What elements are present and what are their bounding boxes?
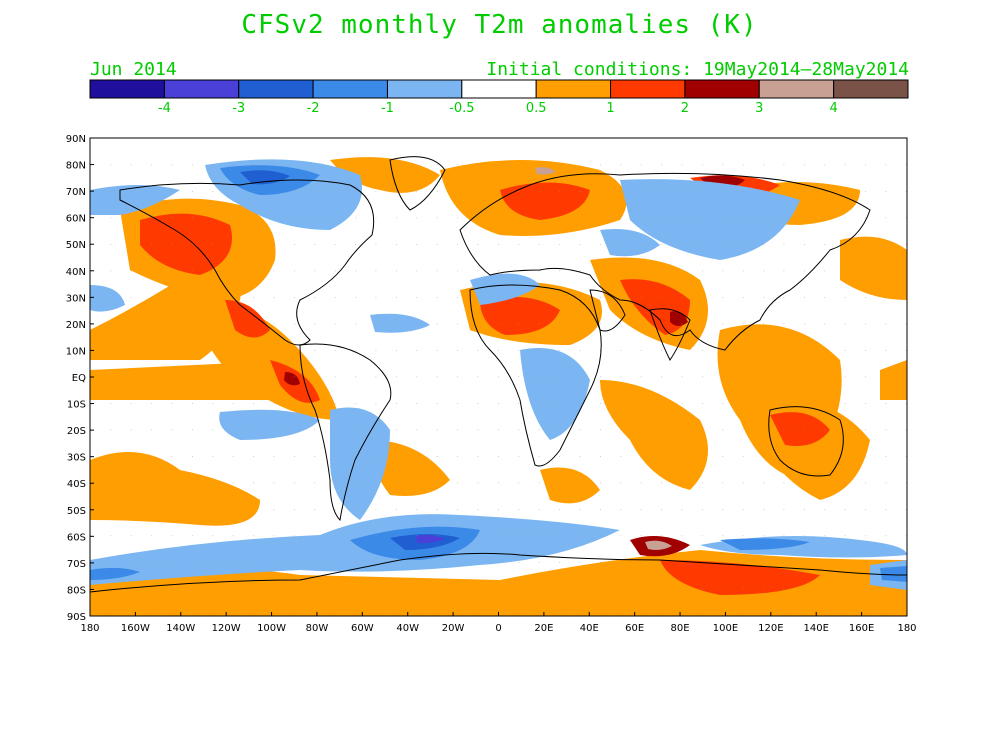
longitude-label: 120W [212, 623, 241, 634]
colorbar-tick-label: 2 [681, 101, 689, 116]
latitude-label: 70N [66, 187, 86, 198]
latitude-label: 10N [66, 346, 86, 357]
longitude-label: 180 [897, 623, 916, 634]
latitude-labels: 90N 80N 70N 60N 50N 40N 30N 20N 10N EQ 10S 20S 30S 40… [66, 134, 94, 623]
longitude-label: 140W [166, 623, 195, 634]
colorbar-swatch [461, 79, 537, 99]
grid-dots [90, 138, 907, 616]
latitude-label: 30N [66, 293, 86, 304]
valid-month: Jun 2014 [90, 59, 177, 80]
longitude-label: 60E [625, 623, 644, 634]
latitude-label: 50N [66, 240, 86, 251]
latitude-label: 60S [67, 532, 86, 543]
longitude-label: 120E [758, 623, 783, 634]
colorbar: -4 -3 -2 -1 -0.5 0.5 1 2 3 4 [89, 79, 909, 116]
colorbar-swatch [535, 79, 612, 99]
latitude-label: 10S [67, 400, 86, 411]
latitude-label: 80S [67, 585, 86, 596]
longitude-label: 80E [671, 623, 690, 634]
longitude-label: 160E [849, 623, 874, 634]
latitude-label: 20S [67, 426, 86, 437]
colorbar-tick-label: -2 [307, 101, 320, 116]
coastlines [90, 156, 907, 593]
colorbar-swatch [684, 79, 760, 99]
colorbar-tick-label: -1 [381, 101, 394, 116]
longitude-labels: 180 160W 140W 120W 100W 80W 60W 40W 20W 0 20E 40E 60… [80, 612, 917, 634]
longitude-label: 140E [804, 623, 829, 634]
colorbar-tick-label: 3 [755, 101, 763, 116]
colorbar-swatch [163, 79, 240, 99]
latitude-label: 70S [67, 559, 86, 570]
longitude-label: 100E [713, 623, 738, 634]
latitude-label: 40N [66, 267, 86, 278]
map-plot: 90N 80N 70N 60N 50N 40N 30N 20N 10N EQ 10S 20S 30S 40… [66, 134, 917, 634]
longitude-label: 20W [442, 623, 465, 634]
longitude-label: 40W [396, 623, 419, 634]
colorbar-tick-label: 1 [606, 101, 614, 116]
latitude-label: 30S [67, 453, 86, 464]
latitude-label: 50S [67, 506, 86, 517]
colorbar-swatch [312, 79, 388, 99]
longitude-label: 40E [580, 623, 599, 634]
longitude-label: 60W [351, 623, 374, 634]
longitude-label: 180 [80, 623, 99, 634]
colorbar-swatch [89, 79, 165, 99]
colorbar-swatch [386, 79, 463, 99]
longitude-label: 100W [257, 623, 286, 634]
longitude-label: 80W [306, 623, 329, 634]
colorbar-tick-label: 0.5 [526, 101, 547, 116]
colorbar-tick-label: -3 [232, 101, 245, 116]
initial-conditions: Initial conditions: 19May2014–28May2014 [486, 59, 909, 80]
longitude-label: 160W [121, 623, 150, 634]
colorbar-swatch [758, 79, 835, 99]
latitude-label: EQ [72, 373, 86, 384]
latitude-label: 40S [67, 479, 86, 490]
map-title: CFSv2 monthly T2m anomalies (K) [241, 10, 758, 40]
latitude-label: 60N [66, 214, 86, 225]
latitude-label: 90N [66, 134, 86, 145]
colorbar-tick-label: 4 [829, 101, 837, 116]
colorbar-swatch [238, 79, 314, 99]
colorbar-tick-label: -4 [158, 101, 171, 116]
latitude-label: 80N [66, 161, 86, 172]
longitude-label: 20E [534, 623, 553, 634]
latitude-label: 90S [67, 612, 86, 623]
longitude-label: 0 [495, 623, 501, 634]
colorbar-tick-label: -0.5 [449, 101, 474, 116]
latitude-label: 20N [66, 320, 86, 331]
colorbar-swatch [833, 79, 909, 99]
colorbar-swatch [610, 79, 686, 99]
